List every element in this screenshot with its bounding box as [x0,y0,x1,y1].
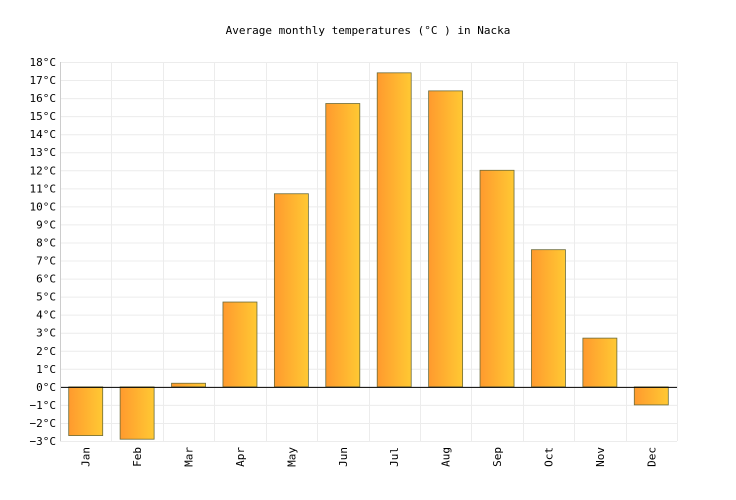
y-tick-label: 8°C [36,236,56,249]
x-tick-label-may: May [285,447,298,467]
x-tick-label-mar: Mar [183,447,196,467]
x-tick-label-jan: Jan [80,447,93,467]
x-tick-label-jul: Jul [388,447,401,467]
bar-aug [428,90,464,388]
x-tick-label-jun: Jun [337,447,350,467]
y-tick-label: 1°C [36,363,56,376]
x-tick-label-apr: Apr [234,447,247,467]
bar-may [273,193,309,388]
bar-jan [68,386,104,436]
y-tick-label: 7°C [36,255,56,268]
bar-feb [119,386,155,440]
y-tick-label: 9°C [36,218,56,231]
bar-nov [582,337,618,388]
y-tick-label: 16°C [30,92,57,105]
bars [68,72,669,440]
bar-apr [222,301,258,388]
y-tick-label: 5°C [36,291,56,304]
y-tick-label: −1°C [30,399,57,412]
y-tick-label: 2°C [36,345,56,358]
y-tick-label: 13°C [30,146,57,159]
bar-jul [376,72,412,388]
x-tick-label-dec: Dec [645,447,658,467]
bar-dec [633,386,669,406]
y-tick-label: 15°C [30,110,57,123]
x-tick-label-feb: Feb [131,447,144,467]
y-tick-label: 18°C [30,56,57,69]
bar-sep [479,169,515,388]
x-tick-label-sep: Sep [491,447,504,467]
x-tick-label-aug: Aug [440,447,453,467]
axes [60,62,677,441]
y-tick-label: 14°C [30,128,57,141]
y-tick-labels: −3°C −2°C −1°C 0°C 1°C 2°C 3°C 4°C 5°C 6°C 7°C 8°C 9… [30,56,57,448]
y-tick-label: 6°C [36,273,56,286]
x-tick-label-oct: Oct [542,447,555,467]
x-tick-label-nov: Nov [594,447,607,467]
bar-jun [325,103,361,388]
y-tick-label: 3°C [36,327,56,340]
y-tick-label: 12°C [30,164,57,177]
bar-oct [531,249,566,388]
chart-title: Average monthly temperatures (°C ) in Na… [225,24,511,37]
y-tick-label: 0°C [36,381,56,394]
y-tick-label: 4°C [36,309,56,322]
y-tick-label: 17°C [30,74,57,87]
y-tick-label: −2°C [30,417,57,430]
x-tick-labels: Jan Feb Mar Apr May Jun Jul Aug Sep Oct Nov Dec [80,447,659,467]
y-tick-label: 11°C [30,182,57,195]
bar-mar [171,382,206,388]
y-tick-label: −3°C [30,435,57,448]
y-tick-label: 10°C [30,200,57,213]
